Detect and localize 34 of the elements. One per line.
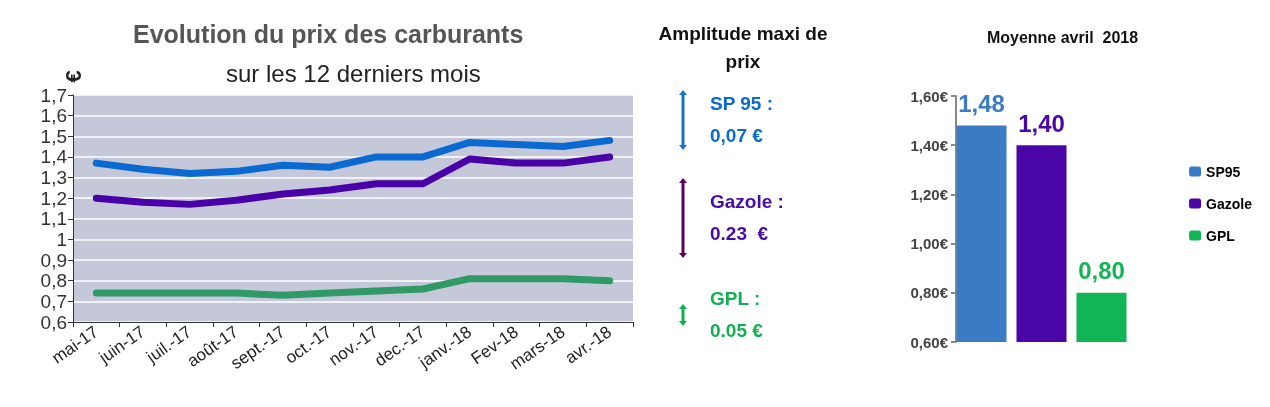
y-tick-label: 1,7	[40, 84, 67, 106]
y-tick-label: 0,8	[40, 270, 67, 292]
y-tick-label: 1,20€	[910, 185, 949, 203]
legend-label: Gazole	[1206, 195, 1253, 212]
text: Amplitude maxi de prix	[657, 22, 829, 74]
legend-label: GPL	[1206, 227, 1236, 244]
text: 0,07 €	[710, 124, 764, 148]
y-tick-label: 1,00€	[910, 235, 949, 253]
y-tick-label: 1,2	[40, 187, 67, 209]
chart-title: Evolution du prix des carburants	[133, 19, 524, 48]
data-label: 0,80	[1078, 257, 1125, 285]
y-tick-label: 1,5	[40, 125, 67, 147]
y-tick-label: 1,6	[40, 105, 67, 127]
y-tick-label: 0,60€	[910, 333, 949, 351]
y-tick-label: 1,60€	[910, 87, 949, 105]
legend-label: SP95	[1206, 163, 1241, 180]
y-tick-label: 1,1	[40, 208, 67, 230]
text: Gazole :	[710, 190, 784, 214]
data-label: 1,48	[958, 90, 1005, 118]
y-tick-label: 1,3	[40, 167, 67, 189]
y-axis-title: €	[60, 70, 86, 83]
text: 0.23 €	[710, 222, 770, 246]
text: 0.05 €	[710, 319, 763, 343]
text: GPL :	[710, 287, 762, 311]
y-tick-label: 1	[56, 228, 67, 250]
chart-subtitle: sur les 12 derniers mois	[226, 59, 481, 87]
chart-title: Moyenne avril 2018	[986, 28, 1139, 46]
y-tick-label: 0,80€	[910, 284, 949, 302]
data-label: 1,40	[1018, 109, 1065, 137]
y-tick-label: 0,7	[40, 290, 67, 312]
text: SP 95 :	[710, 92, 774, 116]
y-tick-label: 1,40€	[910, 136, 949, 154]
y-tick-label: 1,4	[40, 146, 68, 168]
y-tick-label: 0,9	[40, 249, 67, 271]
